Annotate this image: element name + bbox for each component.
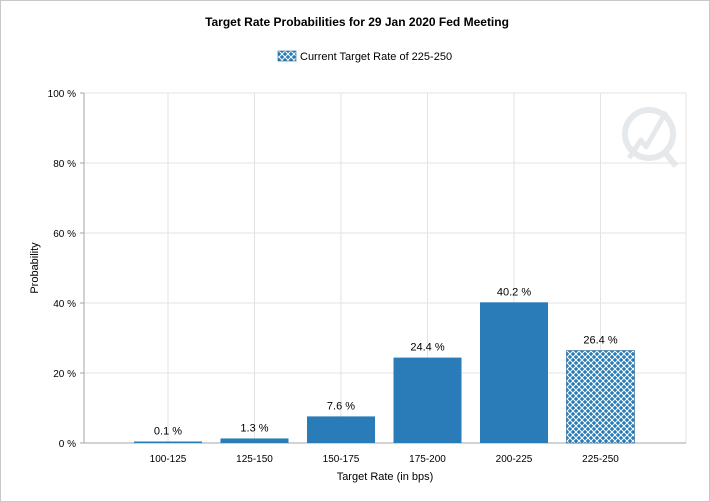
y-tick-label: 20 % bbox=[53, 369, 76, 380]
logo-watermark-icon bbox=[622, 107, 679, 168]
legend: Current Target Rate of 225-250 bbox=[277, 50, 452, 63]
y-axis-label: Probability bbox=[29, 242, 41, 294]
y-tick-label: 80 % bbox=[53, 159, 76, 170]
y-tick-label: 60 % bbox=[53, 229, 76, 240]
x-tick-label: 175-200 bbox=[409, 454, 446, 465]
data-label-125-150: 1.3 % bbox=[240, 422, 268, 434]
bar-100-125 bbox=[134, 441, 202, 443]
legend-label: Current Target Rate of 225-250 bbox=[300, 51, 452, 63]
x-tick-label: 200-225 bbox=[496, 454, 533, 465]
legend-swatch bbox=[277, 50, 297, 62]
bar-150-175 bbox=[307, 416, 375, 443]
bar-175-200 bbox=[393, 357, 462, 443]
axes: 0 % 20 % 40 % 60 % 80 % 100 % 100-125 125-150 15… bbox=[48, 89, 686, 465]
x-tick-label: 125-150 bbox=[236, 454, 273, 465]
bars bbox=[134, 302, 635, 444]
data-labels: 0.1 % 1.3 % 7.6 % 24.4 % 40.2 % 26.4 % bbox=[154, 286, 618, 437]
chart-title: Target Rate Probabilities for 29 Jan 202… bbox=[205, 15, 509, 29]
data-label-200-225: 40.2 % bbox=[497, 286, 531, 298]
x-tick-label: 150-175 bbox=[323, 454, 360, 465]
bar-200-225 bbox=[480, 302, 548, 443]
x-axis-label: Target Rate (in bps) bbox=[337, 471, 434, 483]
x-tick-label: 225-250 bbox=[582, 454, 619, 465]
y-tick-label: 40 % bbox=[53, 299, 76, 310]
bar-125-150 bbox=[220, 438, 289, 443]
data-label-100-125: 0.1 % bbox=[154, 426, 182, 438]
data-label-175-200: 24.4 % bbox=[410, 342, 444, 354]
x-tick-label: 100-125 bbox=[150, 454, 187, 465]
y-tick-label: 0 % bbox=[59, 439, 76, 450]
bar-225-250 bbox=[566, 350, 635, 444]
data-label-225-250: 26.4 % bbox=[583, 335, 617, 347]
y-tick-label: 100 % bbox=[48, 89, 76, 100]
data-label-150-175: 7.6 % bbox=[327, 400, 355, 412]
